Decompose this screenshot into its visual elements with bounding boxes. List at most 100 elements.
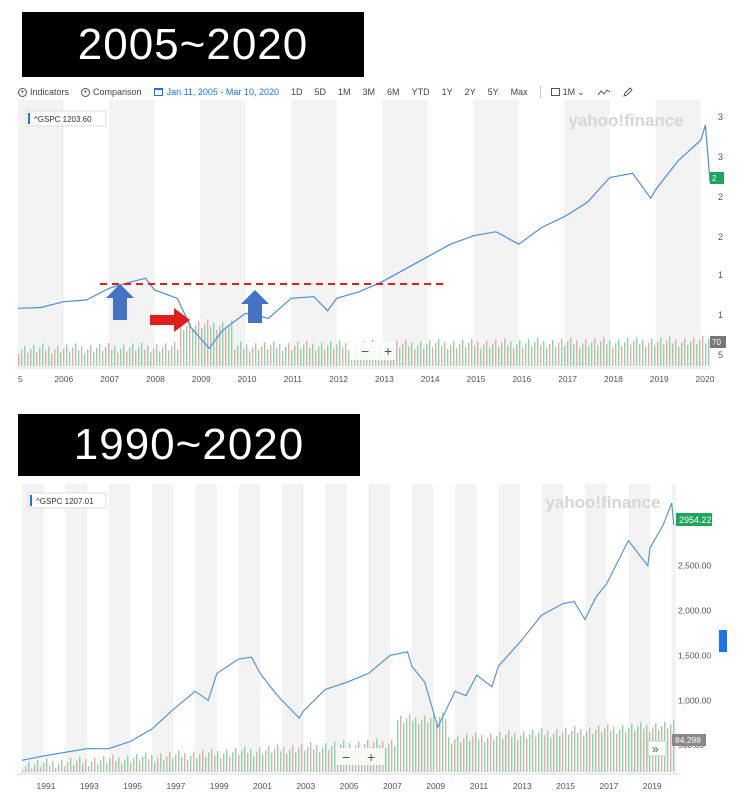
volume-bar bbox=[552, 339, 554, 366]
volume-bar bbox=[204, 323, 206, 366]
range-1y[interactable]: 1Y bbox=[441, 87, 453, 97]
volume-bar bbox=[630, 344, 632, 366]
comparison-button[interactable]: + Comparison bbox=[81, 87, 142, 97]
volume-bar bbox=[103, 756, 105, 772]
range-2y[interactable]: 2Y bbox=[464, 87, 476, 97]
volume-bar bbox=[213, 322, 215, 366]
volume-bar bbox=[261, 346, 263, 366]
volume-bar bbox=[319, 751, 321, 772]
volume-bar bbox=[495, 339, 497, 366]
price-badge-label: 2954.22 bbox=[679, 515, 712, 525]
plus-icon: + bbox=[81, 87, 91, 97]
volume-bar bbox=[189, 322, 191, 366]
range-5y[interactable]: 5Y bbox=[487, 87, 499, 97]
volume-bar bbox=[292, 745, 294, 772]
volume-bar bbox=[66, 344, 68, 366]
volume-bar bbox=[184, 753, 186, 772]
volume-bar bbox=[543, 340, 545, 366]
volume-bar bbox=[403, 722, 405, 772]
volume-bar bbox=[274, 748, 276, 772]
volume-bar bbox=[232, 752, 234, 772]
volume-bar bbox=[480, 348, 482, 366]
up-arrow-icon bbox=[241, 290, 269, 323]
side-panel-toggle[interactable] bbox=[719, 630, 727, 652]
interval-label: 1M bbox=[562, 87, 576, 97]
date-range-button[interactable]: Jan 11, 2005 - Mar 10, 2020 bbox=[153, 87, 279, 97]
volume-bar bbox=[538, 732, 540, 772]
volume-bar bbox=[567, 341, 569, 366]
volume-bar bbox=[228, 324, 230, 366]
x-tick-label: 05 bbox=[18, 374, 23, 384]
volume-bar bbox=[49, 765, 51, 772]
volume-bar bbox=[687, 345, 689, 366]
x-tick-label: 2003 bbox=[296, 781, 315, 791]
volume-bar bbox=[211, 748, 213, 772]
volume-bar bbox=[463, 738, 465, 772]
year-band bbox=[541, 484, 564, 774]
volume-bar bbox=[595, 729, 597, 772]
range-6m[interactable]: 6M bbox=[387, 87, 400, 97]
volume-bar bbox=[499, 731, 501, 772]
volume-bar bbox=[448, 736, 450, 772]
volume-bar bbox=[175, 754, 177, 772]
volume-bar bbox=[547, 730, 549, 772]
x-tick-label: 2009 bbox=[426, 781, 445, 791]
year-band bbox=[151, 484, 174, 774]
range-5d[interactable]: 5D bbox=[314, 87, 327, 97]
zoom-out-button[interactable]: − bbox=[342, 749, 350, 765]
zoom-out-button[interactable]: − bbox=[361, 343, 369, 359]
volume-bar bbox=[78, 350, 80, 366]
volume-bar bbox=[445, 719, 447, 772]
volume-bar bbox=[429, 340, 431, 366]
volume-bar bbox=[111, 349, 113, 366]
zoom-in-button[interactable]: + bbox=[367, 749, 375, 765]
range-1m[interactable]: 1M bbox=[338, 87, 351, 97]
volume-bar bbox=[183, 330, 185, 366]
volume-bar bbox=[618, 339, 620, 366]
forward-button[interactable] bbox=[647, 740, 667, 757]
volume-bar bbox=[150, 352, 152, 366]
volume-bar bbox=[124, 759, 126, 772]
indicators-button[interactable]: + Indicators bbox=[18, 87, 69, 97]
volume-bar bbox=[129, 347, 131, 366]
chart-2005-2020[interactable]: yahoo!finance ^GSPC 1203.60 3 3 2 2 1 1 … bbox=[13, 100, 728, 390]
volume-bar bbox=[399, 347, 401, 366]
volume-bar bbox=[441, 346, 443, 366]
zoom-in-button[interactable]: + bbox=[384, 343, 392, 359]
volume-bar bbox=[171, 346, 173, 366]
volume-bar bbox=[594, 338, 596, 366]
range-1d[interactable]: 1D bbox=[290, 87, 303, 97]
volume-bar bbox=[24, 345, 26, 366]
volume-bar bbox=[520, 735, 522, 772]
volume-bar bbox=[678, 346, 680, 366]
volume-bar bbox=[139, 760, 141, 772]
volume-bar bbox=[322, 747, 324, 772]
volume-bar bbox=[510, 341, 512, 366]
range-ytd[interactable]: YTD bbox=[411, 87, 430, 97]
volume-bar bbox=[304, 750, 306, 772]
volume-bar bbox=[525, 343, 527, 366]
range-3m[interactable]: 3M bbox=[362, 87, 376, 97]
volume-bar bbox=[25, 765, 27, 772]
volume-bar bbox=[300, 348, 302, 366]
year-band bbox=[655, 100, 701, 368]
interval-select[interactable]: 1M ⌄ bbox=[550, 87, 585, 98]
range-max[interactable]: Max bbox=[510, 87, 528, 97]
volume-bar bbox=[556, 729, 558, 772]
volume-bar bbox=[112, 754, 114, 772]
zoom-controls bbox=[350, 342, 396, 360]
volume-bar bbox=[444, 342, 446, 366]
volume-bar bbox=[414, 349, 416, 366]
volume-bar bbox=[256, 751, 258, 772]
chart-1990-2020[interactable]: yahoo!finance ^GSPC 1207.01 2,500.00 2,00… bbox=[18, 484, 728, 796]
x-tick-label: 2011 bbox=[284, 374, 303, 384]
volume-bar bbox=[438, 339, 440, 366]
volume-bar bbox=[334, 741, 336, 772]
volume-bar bbox=[121, 763, 123, 772]
volume-bar bbox=[489, 347, 491, 366]
draw-button[interactable] bbox=[622, 87, 633, 97]
volume-bar bbox=[318, 346, 320, 366]
x-tick-label: 2001 bbox=[253, 781, 272, 791]
chart-type-button[interactable] bbox=[597, 88, 611, 97]
volume-bar bbox=[484, 741, 486, 772]
